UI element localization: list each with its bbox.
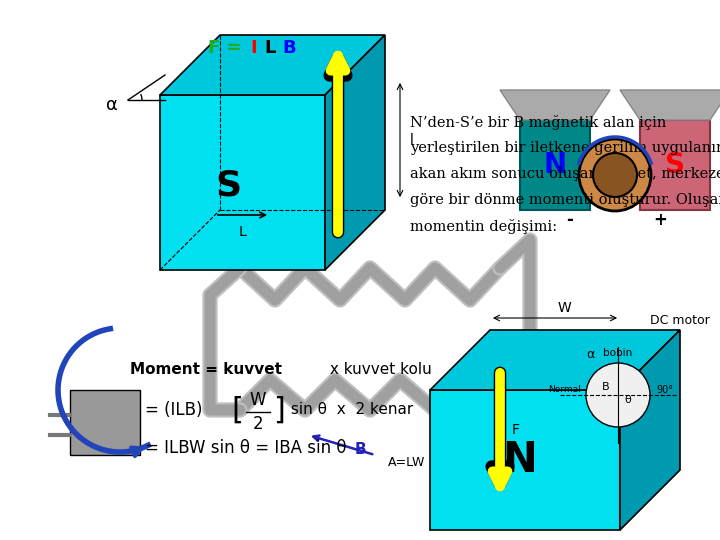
Polygon shape	[325, 35, 385, 270]
Text: α: α	[106, 96, 118, 114]
Polygon shape	[500, 90, 610, 120]
Text: θ: θ	[625, 395, 631, 405]
Text: Moment = kuvvet: Moment = kuvvet	[130, 362, 282, 377]
Text: I: I	[250, 39, 256, 57]
Text: N’den-S’e bir B mağnetik alan için: N’den-S’e bir B mağnetik alan için	[410, 115, 667, 130]
Text: = ILBW sin θ = IBA sin θ: = ILBW sin θ = IBA sin θ	[145, 439, 346, 457]
Text: ]: ]	[273, 395, 285, 424]
Text: B: B	[602, 382, 610, 392]
Polygon shape	[430, 330, 680, 390]
Text: 2: 2	[253, 415, 264, 433]
Text: L: L	[238, 225, 246, 239]
Polygon shape	[160, 35, 385, 95]
Circle shape	[586, 363, 650, 427]
Text: [: [	[231, 395, 243, 424]
Text: L: L	[264, 39, 275, 57]
Polygon shape	[620, 330, 680, 530]
Text: α: α	[586, 348, 594, 361]
Text: DC motor: DC motor	[650, 314, 710, 327]
Text: N: N	[544, 151, 567, 179]
Text: +: +	[653, 211, 667, 229]
Polygon shape	[160, 95, 325, 270]
Polygon shape	[640, 120, 710, 210]
Text: x kuvvet kolu: x kuvvet kolu	[325, 362, 432, 377]
Text: B: B	[282, 39, 296, 57]
Polygon shape	[520, 120, 590, 210]
Text: F =: F =	[208, 39, 248, 57]
Text: yerleştirilen bir iletkene gerilim uygulanırsa: yerleştirilen bir iletkene gerilim uygul…	[410, 141, 720, 155]
Text: W: W	[558, 301, 572, 315]
Polygon shape	[620, 90, 720, 120]
Text: S: S	[665, 151, 685, 179]
Circle shape	[593, 153, 637, 197]
Text: Normal: Normal	[548, 386, 581, 395]
Text: N: N	[503, 439, 537, 481]
Text: göre bir dönme momenti oluşturur. Oluşan: göre bir dönme momenti oluşturur. Oluşan	[410, 193, 720, 207]
Text: A=LW: A=LW	[388, 456, 426, 469]
Polygon shape	[70, 390, 140, 455]
Text: 90°: 90°	[656, 385, 673, 395]
Circle shape	[579, 139, 651, 211]
Text: S: S	[215, 168, 241, 202]
Text: = (ILB): = (ILB)	[145, 401, 202, 419]
Text: sin θ  x  2 kenar: sin θ x 2 kenar	[286, 402, 413, 417]
Text: momentin değişimi:: momentin değişimi:	[410, 219, 557, 234]
Text: W: W	[250, 391, 266, 409]
Text: bobin: bobin	[603, 348, 633, 358]
Text: F: F	[512, 423, 520, 437]
Text: -: -	[567, 211, 573, 229]
Polygon shape	[430, 390, 620, 530]
Text: l: l	[410, 133, 414, 147]
Text: akan akım sonucu oluşan kuvvet, merkeze: akan akım sonucu oluşan kuvvet, merkeze	[410, 167, 720, 181]
Text: B: B	[354, 442, 366, 457]
